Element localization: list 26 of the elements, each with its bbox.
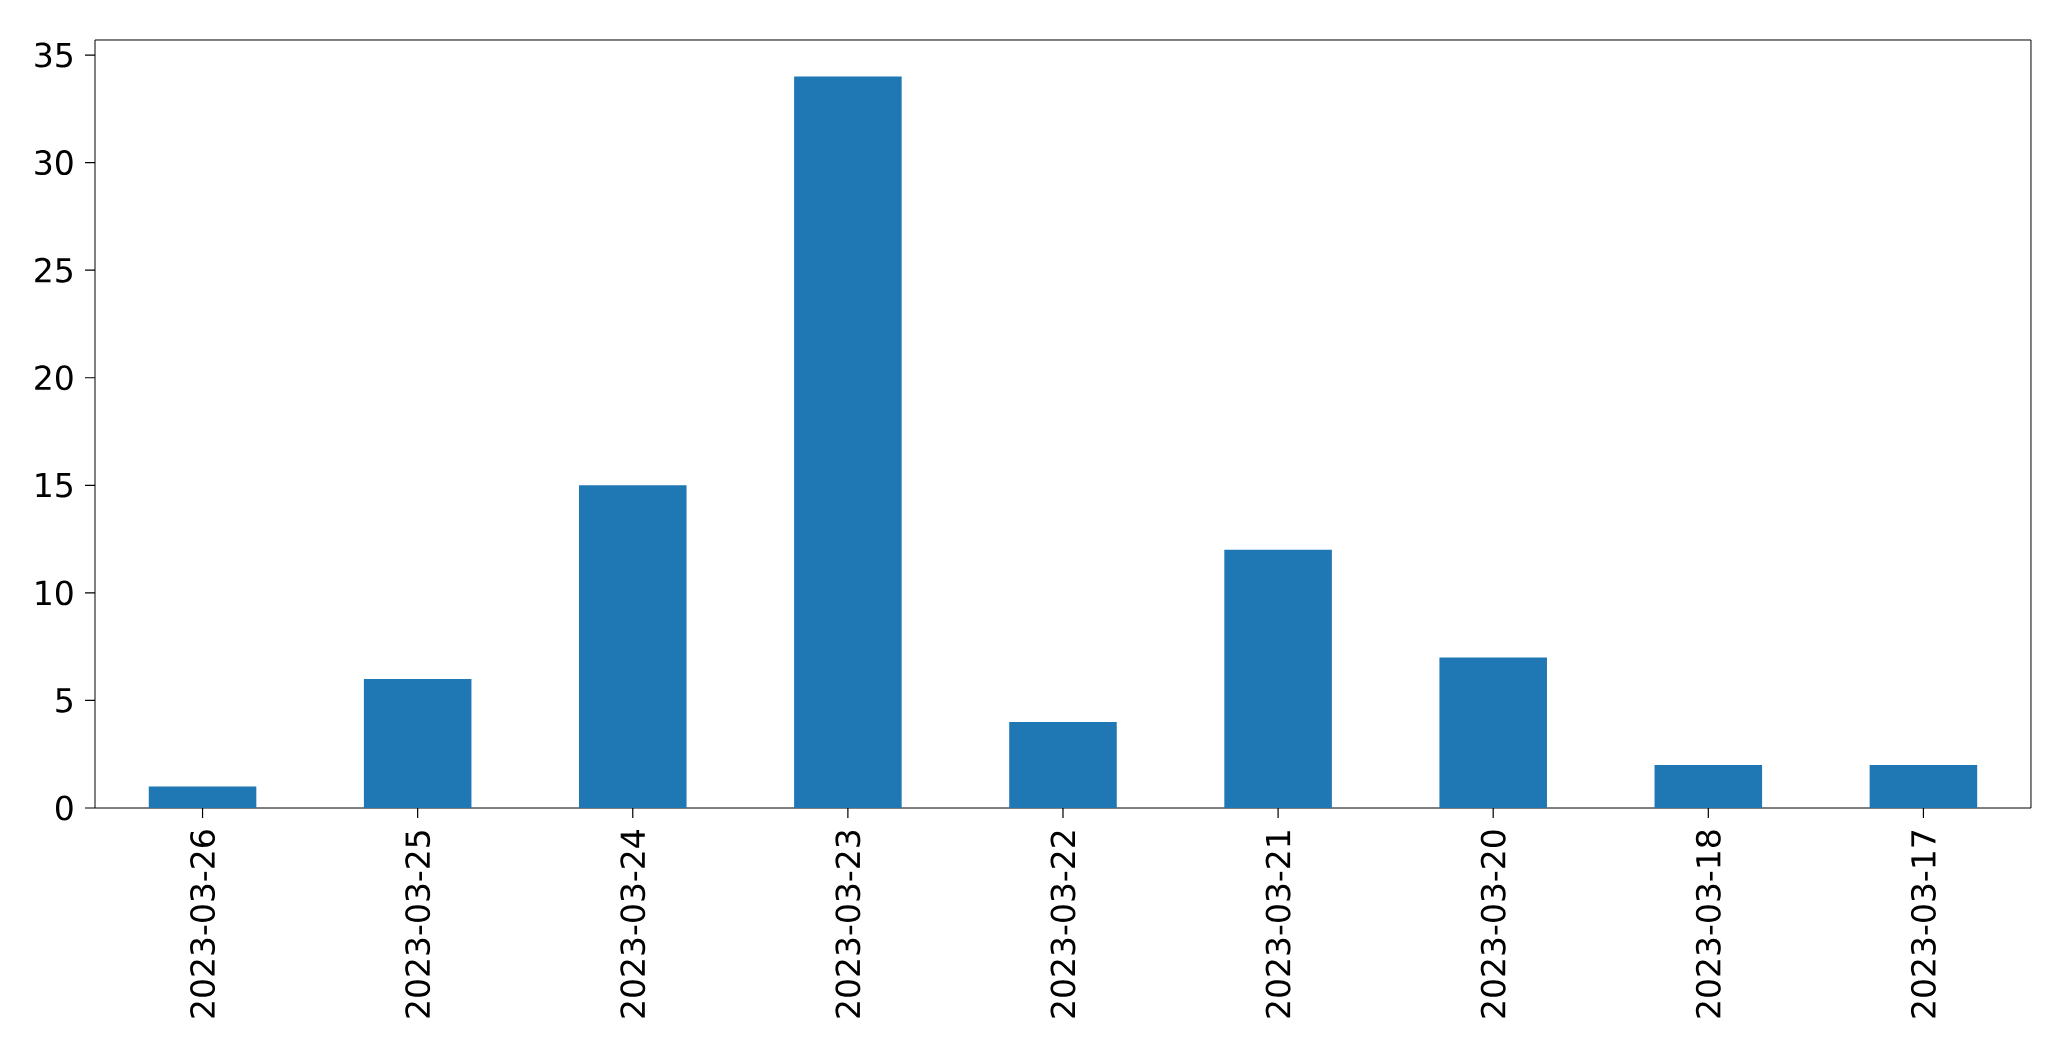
x-tick-label: 2023-03-20 [1480,830,1506,1018]
x-tick-label: 2023-03-26 [190,830,216,1018]
y-tick-label: 35 [35,42,72,68]
x-tick-label: 2023-03-25 [405,831,431,1018]
bar [148,786,257,808]
x-tick-label: 2023-03-23 [835,830,861,1018]
y-tick-label: 0 [55,795,73,821]
bar [794,76,902,808]
y-tick-label: 15 [36,473,72,498]
bar [1869,764,1978,808]
y-tick-label: 20 [35,365,73,391]
bar [363,678,472,808]
x-tick-label: 2023-03-22 [1050,831,1076,1018]
y-tick-label: 5 [56,688,72,713]
x-tick-label: 2023-03-24 [620,830,646,1018]
y-tick-label: 10 [36,580,73,606]
bar [1009,721,1117,808]
bar [1224,549,1332,808]
y-tick-label: 30 [35,150,73,176]
x-tick-label: 2023-03-17 [1910,831,1936,1018]
bar [1439,657,1547,808]
x-tick-label: 2023-03-18 [1695,830,1721,1018]
x-tick-label: 2023-03-21 [1265,831,1291,1018]
y-tick-label: 25 [35,257,72,283]
bar [578,485,687,808]
bar [1654,764,1763,808]
